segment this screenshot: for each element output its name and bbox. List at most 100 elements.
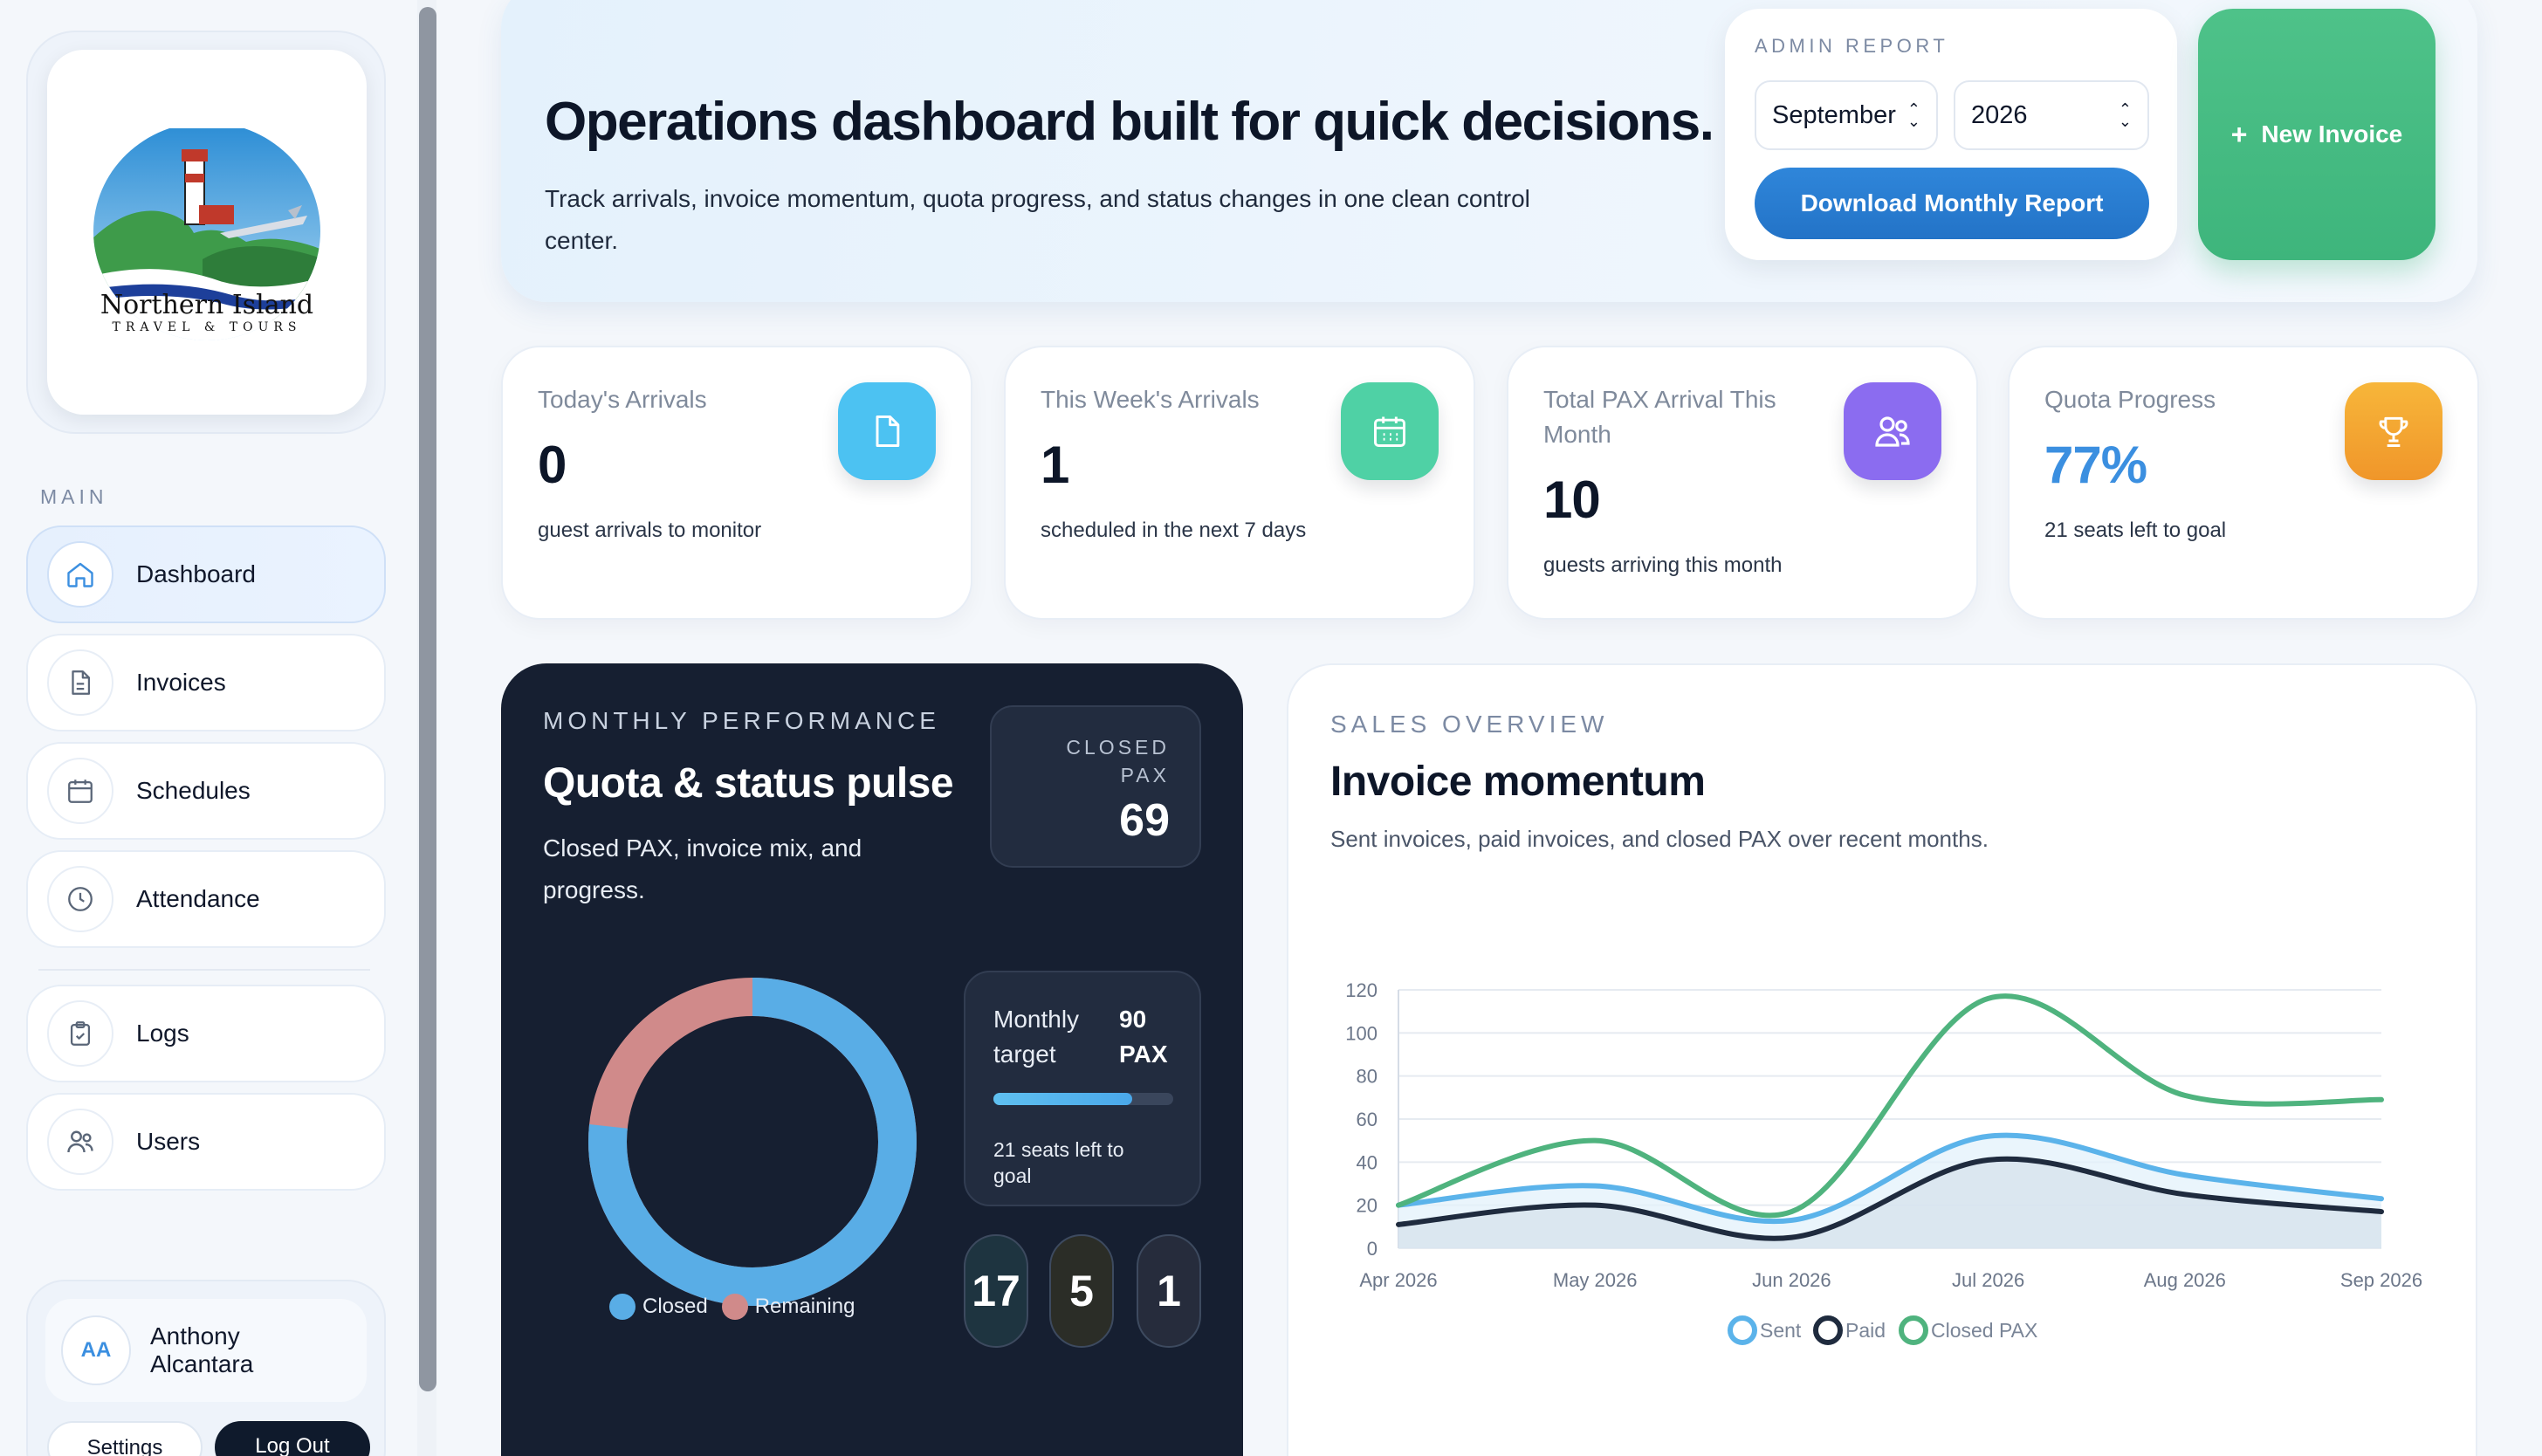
stat-card-todays-arrivals: Today's Arrivals 0 guest arrivals to mon… <box>501 346 972 620</box>
sidebar-item-label: Logs <box>136 1020 189 1047</box>
new-invoice-button[interactable]: + New Invoice <box>2198 9 2436 260</box>
year-select-value: 2026 <box>1971 100 2028 129</box>
plus-icon: + <box>2230 118 2248 150</box>
users-icon <box>47 1109 113 1175</box>
logo-text: Northern Island <box>100 290 313 320</box>
admin-report-panel: ADMIN REPORT September ⌃ ⌄ 2026 ⌃ ⌄ Downlo… <box>1725 9 2177 260</box>
sidebar-item-label: Users <box>136 1128 201 1155</box>
legend-dot-closed <box>609 1294 636 1320</box>
legend-marker-closed-pax[interactable] <box>1899 1315 1928 1345</box>
sidebar-item-users[interactable]: Users <box>26 1093 386 1191</box>
users-icon <box>1844 382 1941 480</box>
stat-card-pax-month: Total PAX Arrival This Month 10 guests a… <box>1507 346 1978 620</box>
sidebar-item-label: Dashboard <box>136 560 256 587</box>
target-note: 21 seats left to goal <box>993 1138 1124 1187</box>
legend-label-paid[interactable]: Paid <box>1845 1319 1886 1342</box>
nav-divider <box>38 969 370 971</box>
clipboard-icon <box>47 1000 113 1067</box>
closed-pax-label: CLOSED PAX <box>1066 736 1170 786</box>
y-tick-label: 80 <box>1357 1066 1377 1088</box>
select-caret-icon: ⌃ ⌄ <box>1906 100 1920 130</box>
sidebar: Northern Island TRAVEL & TOURS MAIN Dash… <box>0 0 410 1456</box>
stat-title: Total PAX Arrival This Month <box>1543 386 1776 448</box>
sales-title: Invoice momentum <box>1330 759 1706 805</box>
x-tick-label: Sep 2026 <box>2340 1269 2422 1291</box>
hero-banner: Operations dashboard built for quick dec… <box>501 0 2477 302</box>
stat-value: 77% <box>2044 436 2147 494</box>
stat-value: 10 <box>1543 470 1601 529</box>
sidebar-item-label: Invoices <box>136 669 226 696</box>
monthly-target-label: Monthly target <box>993 1006 1080 1068</box>
stat-card-weeks-arrivals: This Week's Arrivals 1 scheduled in the … <box>1004 346 1475 620</box>
x-tick-label: Jun 2026 <box>1752 1269 1831 1291</box>
home-icon <box>47 541 113 608</box>
performance-title: Quota & status pulse <box>543 760 954 807</box>
target-progress-fill <box>993 1093 1132 1105</box>
trophy-icon <box>2345 382 2442 480</box>
legend-label-sent[interactable]: Sent <box>1760 1319 1802 1342</box>
series-line-closed-pax <box>1396 993 2384 1219</box>
company-logo: Northern Island TRAVEL & TOURS <box>93 128 320 340</box>
download-report-button[interactable]: Download Monthly Report <box>1755 168 2149 239</box>
user-name: Anthony Alcantara <box>150 1322 254 1377</box>
legend-dot-remaining <box>721 1294 748 1320</box>
settings-button[interactable]: Settings <box>47 1421 203 1456</box>
sidebar-item-logs[interactable]: Logs <box>26 985 386 1082</box>
stat-description: guests arriving this month <box>1543 553 1783 577</box>
monthly-target-box: Monthly target 90 PAX 21 seats left to g… <box>964 971 1201 1206</box>
x-tick-label: Jul 2026 <box>1952 1269 2024 1291</box>
year-select[interactable]: 2026 ⌃ ⌄ <box>1954 80 2149 150</box>
page-title: Operations dashboard built for quick dec… <box>545 92 1714 152</box>
x-tick-label: Apr 2026 <box>1359 1269 1437 1291</box>
logo-container[interactable]: Northern Island TRAVEL & TOURS <box>47 50 367 415</box>
y-tick-label: 0 <box>1367 1238 1377 1260</box>
closed-pax-value: 69 <box>1119 795 1170 846</box>
status-pill-sent: 17 <box>964 1234 1028 1348</box>
status-pill-cancelled: 1 <box>1137 1234 1201 1348</box>
month-select[interactable]: September ⌃ ⌄ <box>1755 80 1938 150</box>
sidebar-item-attendance[interactable]: Attendance <box>26 850 386 948</box>
series-line-sent <box>1396 1132 2384 1225</box>
calendar-icon <box>1341 382 1439 480</box>
sidebar-item-dashboard[interactable]: Dashboard <box>26 525 386 623</box>
performance-label: MONTHLY PERFORMANCE <box>543 707 940 734</box>
stat-value: 0 <box>538 436 567 494</box>
page-subtitle: Track arrivals, invoice momentum, quota … <box>545 185 1530 254</box>
monthly-performance-card: MONTHLY PERFORMANCE Quota & status pulse… <box>501 663 1243 1456</box>
nav-section-label: MAIN <box>40 485 108 508</box>
stat-description: scheduled in the next 7 days <box>1041 519 1307 542</box>
status-donut-chart <box>588 978 917 1306</box>
y-tick-label: 60 <box>1357 1109 1377 1130</box>
stat-description: 21 seats left to goal <box>2044 519 2227 542</box>
admin-report-label: ADMIN REPORT <box>1755 35 1949 57</box>
sales-overview-card: SALES OVERVIEW Invoice momentum Sent inv… <box>1287 663 2477 1456</box>
sidebar-item-invoices[interactable]: Invoices <box>26 634 386 731</box>
select-caret-icon: ⌃ ⌄ <box>2118 100 2132 130</box>
x-tick-label: May 2026 <box>1553 1269 1638 1291</box>
donut-legend: Closed Remaining <box>609 1294 855 1320</box>
profile-summary: AA Anthony Alcantara <box>45 1299 367 1402</box>
target-progress-bar <box>993 1093 1173 1105</box>
legend-label-closed-pax[interactable]: Closed PAX <box>1931 1319 2037 1342</box>
y-tick-label: 20 <box>1357 1195 1377 1217</box>
sidebar-item-schedules[interactable]: Schedules <box>26 742 386 840</box>
y-tick-label: 120 <box>1345 979 1377 1001</box>
sidebar-item-label: Attendance <box>136 885 260 912</box>
logout-button[interactable]: Log Out <box>215 1421 370 1456</box>
y-tick-label: 100 <box>1345 1022 1377 1044</box>
legend-marker-sent[interactable] <box>1728 1315 1757 1345</box>
stat-description: guest arrivals to monitor <box>538 519 762 542</box>
new-invoice-label: New Invoice <box>2261 120 2403 148</box>
sidebar-item-label: Schedules <box>136 777 251 804</box>
stat-title: Quota Progress <box>2044 386 2216 413</box>
profile-card: AA Anthony Alcantara Settings Log Out <box>26 1280 386 1456</box>
sales-subtitle: Sent invoices, paid invoices, and closed… <box>1330 826 1989 852</box>
stat-title: This Week's Arrivals <box>1041 386 1260 413</box>
legend-marker-paid[interactable] <box>1813 1315 1843 1345</box>
logo-subtext: TRAVEL & TOURS <box>112 320 301 334</box>
status-pill-pending: 5 <box>1049 1234 1114 1348</box>
sales-label: SALES OVERVIEW <box>1330 711 1609 738</box>
avatar[interactable]: AA <box>61 1315 131 1385</box>
sidebar-scrollbar-thumb[interactable] <box>419 7 436 1391</box>
monthly-target-value: 90 PAX <box>1119 1006 1168 1068</box>
